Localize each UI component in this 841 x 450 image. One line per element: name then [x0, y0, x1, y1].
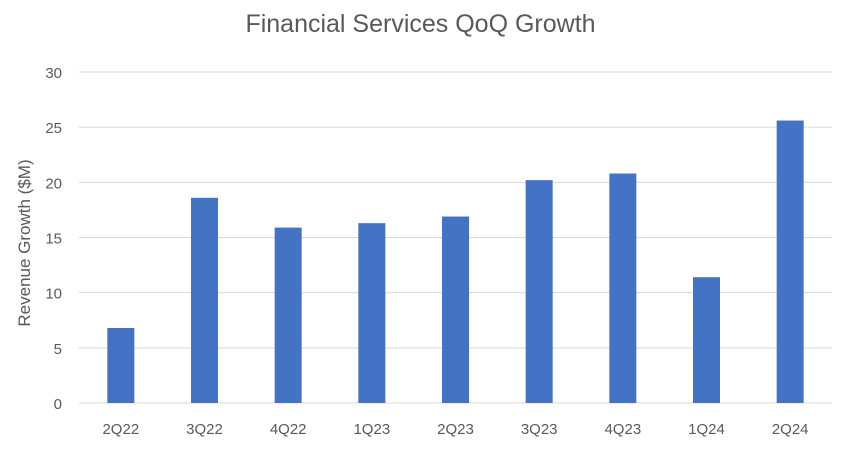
bars [107, 120, 804, 404]
y-tick-label: 0 [54, 396, 62, 413]
y-tick-label: 30 [45, 65, 62, 82]
bar-1Q23 [358, 223, 386, 403]
bar-3Q22 [191, 197, 218, 403]
x-tick-label: 1Q23 [353, 421, 390, 438]
x-tick-label: 4Q22 [270, 421, 307, 438]
x-tick-label: 3Q23 [521, 421, 558, 438]
x-tick-label: 2Q23 [437, 421, 474, 438]
chart-title: Financial Services QoQ Growth [245, 10, 596, 38]
bar-2Q24 [776, 120, 804, 404]
x-tick-label: 2Q22 [102, 421, 139, 438]
bar-1Q24 [693, 277, 720, 403]
x-tick-label: 3Q22 [186, 421, 223, 438]
bar-4Q23 [609, 173, 637, 403]
bar-4Q22 [274, 227, 302, 403]
y-tick-label: 25 [45, 120, 62, 137]
y-tick-label: 20 [45, 175, 62, 192]
bar-2Q23 [442, 216, 469, 403]
y-tick-labels: 0 5 10 15 20 25 30 [45, 65, 62, 413]
y-tick-label: 15 [45, 231, 62, 248]
x-tick-label: 4Q23 [604, 421, 641, 438]
y-tick-label: 5 [54, 341, 62, 358]
x-tick-labels: 2Q22 3Q22 4Q22 1Q23 2Q23 3Q23 4Q23 1Q24 2Q24 [102, 421, 808, 438]
y-axis-label: Revenue Growth ($M) [15, 159, 34, 326]
bar-2Q22 [107, 327, 135, 403]
bar-3Q23 [525, 180, 553, 403]
x-tick-label: 2Q24 [772, 421, 809, 438]
y-tick-label: 10 [45, 286, 62, 303]
x-tick-label: 1Q24 [688, 421, 725, 438]
